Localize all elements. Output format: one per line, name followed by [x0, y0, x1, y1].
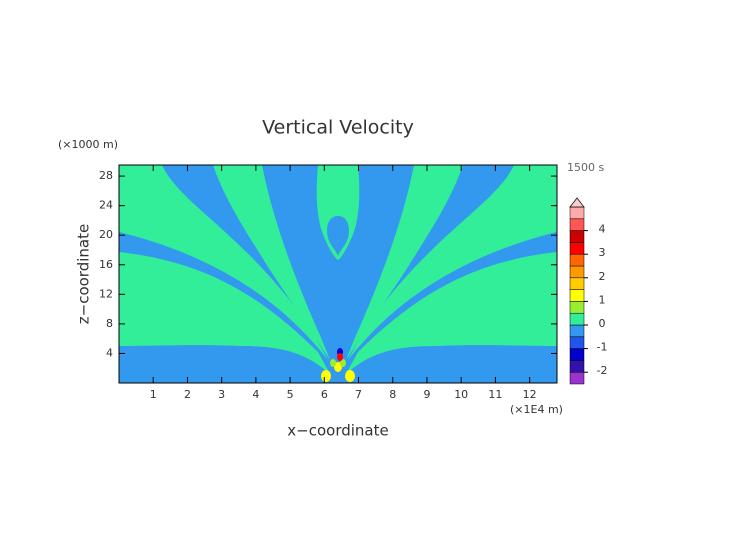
y-tick-label: 8 [106, 317, 113, 330]
x-tick-label: 4 [252, 388, 259, 401]
colorbar-band [569, 242, 585, 255]
x-tick-label: 8 [389, 388, 396, 401]
colorbar-tick-label: 2 [599, 270, 606, 283]
contour-band [316, 165, 338, 260]
x-tick-label: 7 [355, 388, 362, 401]
y-tick-label: 24 [99, 199, 113, 212]
contour-band [337, 353, 343, 361]
contour-band [340, 359, 346, 367]
x-tick-label: 2 [184, 388, 191, 401]
time-label: 1500 s [567, 161, 604, 174]
y-axis-label: z−coordinate [75, 224, 93, 324]
contour-band [330, 359, 336, 367]
colorbar-band [569, 230, 585, 243]
colorbar-band [569, 218, 585, 231]
colorbar-tick-label: 0 [599, 317, 606, 330]
contour-band [334, 362, 342, 372]
x-tick-label: 1 [150, 388, 157, 401]
colorbar-band [569, 265, 585, 279]
contour-band [321, 370, 331, 382]
colorbar-band [569, 371, 585, 385]
contour-band [213, 165, 330, 360]
y-tick-label: 28 [99, 169, 113, 182]
contour-band [346, 252, 557, 374]
contour-band [346, 165, 463, 360]
colorbar-tick-label: -1 [597, 341, 608, 354]
colorbar-tick-label: 4 [599, 223, 606, 236]
colorbar-band [569, 301, 585, 314]
colorbar-band [569, 206, 585, 220]
colorbar-band [569, 253, 585, 267]
contour-band [119, 165, 328, 360]
contour-band [338, 165, 360, 260]
x-tick-label: 10 [454, 388, 468, 401]
colorbar-over [569, 197, 585, 208]
colorbar-band [569, 360, 585, 373]
x-tick-label: 11 [488, 388, 502, 401]
colorbar-band [569, 277, 585, 290]
x-tick-label: 5 [287, 388, 294, 401]
x-unit: (×1E4 m) [510, 403, 563, 416]
x-tick-label: 9 [423, 388, 430, 401]
y-tick-label: 4 [106, 346, 113, 359]
colorbar-band [569, 336, 585, 349]
contour-band [119, 252, 330, 374]
x-tick-label: 6 [321, 388, 328, 401]
y-tick-label: 16 [99, 258, 113, 271]
contour-field [119, 165, 557, 383]
colorbar-tick-label: 3 [599, 246, 606, 259]
x-axis-label: x−coordinate [287, 422, 388, 440]
y-tick-label: 12 [99, 287, 113, 300]
x-tick-label: 3 [218, 388, 225, 401]
y-tick-label: 20 [99, 228, 113, 241]
colorbar-band [569, 348, 585, 361]
contour-band [345, 370, 355, 382]
colorbar-tick-label: 1 [599, 293, 606, 306]
plot-frame [118, 164, 558, 384]
colorbar-band [569, 324, 585, 338]
contour-band [348, 165, 557, 360]
colorbar-tick-label: -2 [597, 364, 608, 377]
colorbar-band [569, 312, 585, 326]
x-tick-label: 12 [523, 388, 537, 401]
chart-title: Vertical Velocity [262, 117, 414, 139]
y-unit: (×1000 m) [58, 138, 118, 151]
colorbar-band [569, 289, 585, 302]
